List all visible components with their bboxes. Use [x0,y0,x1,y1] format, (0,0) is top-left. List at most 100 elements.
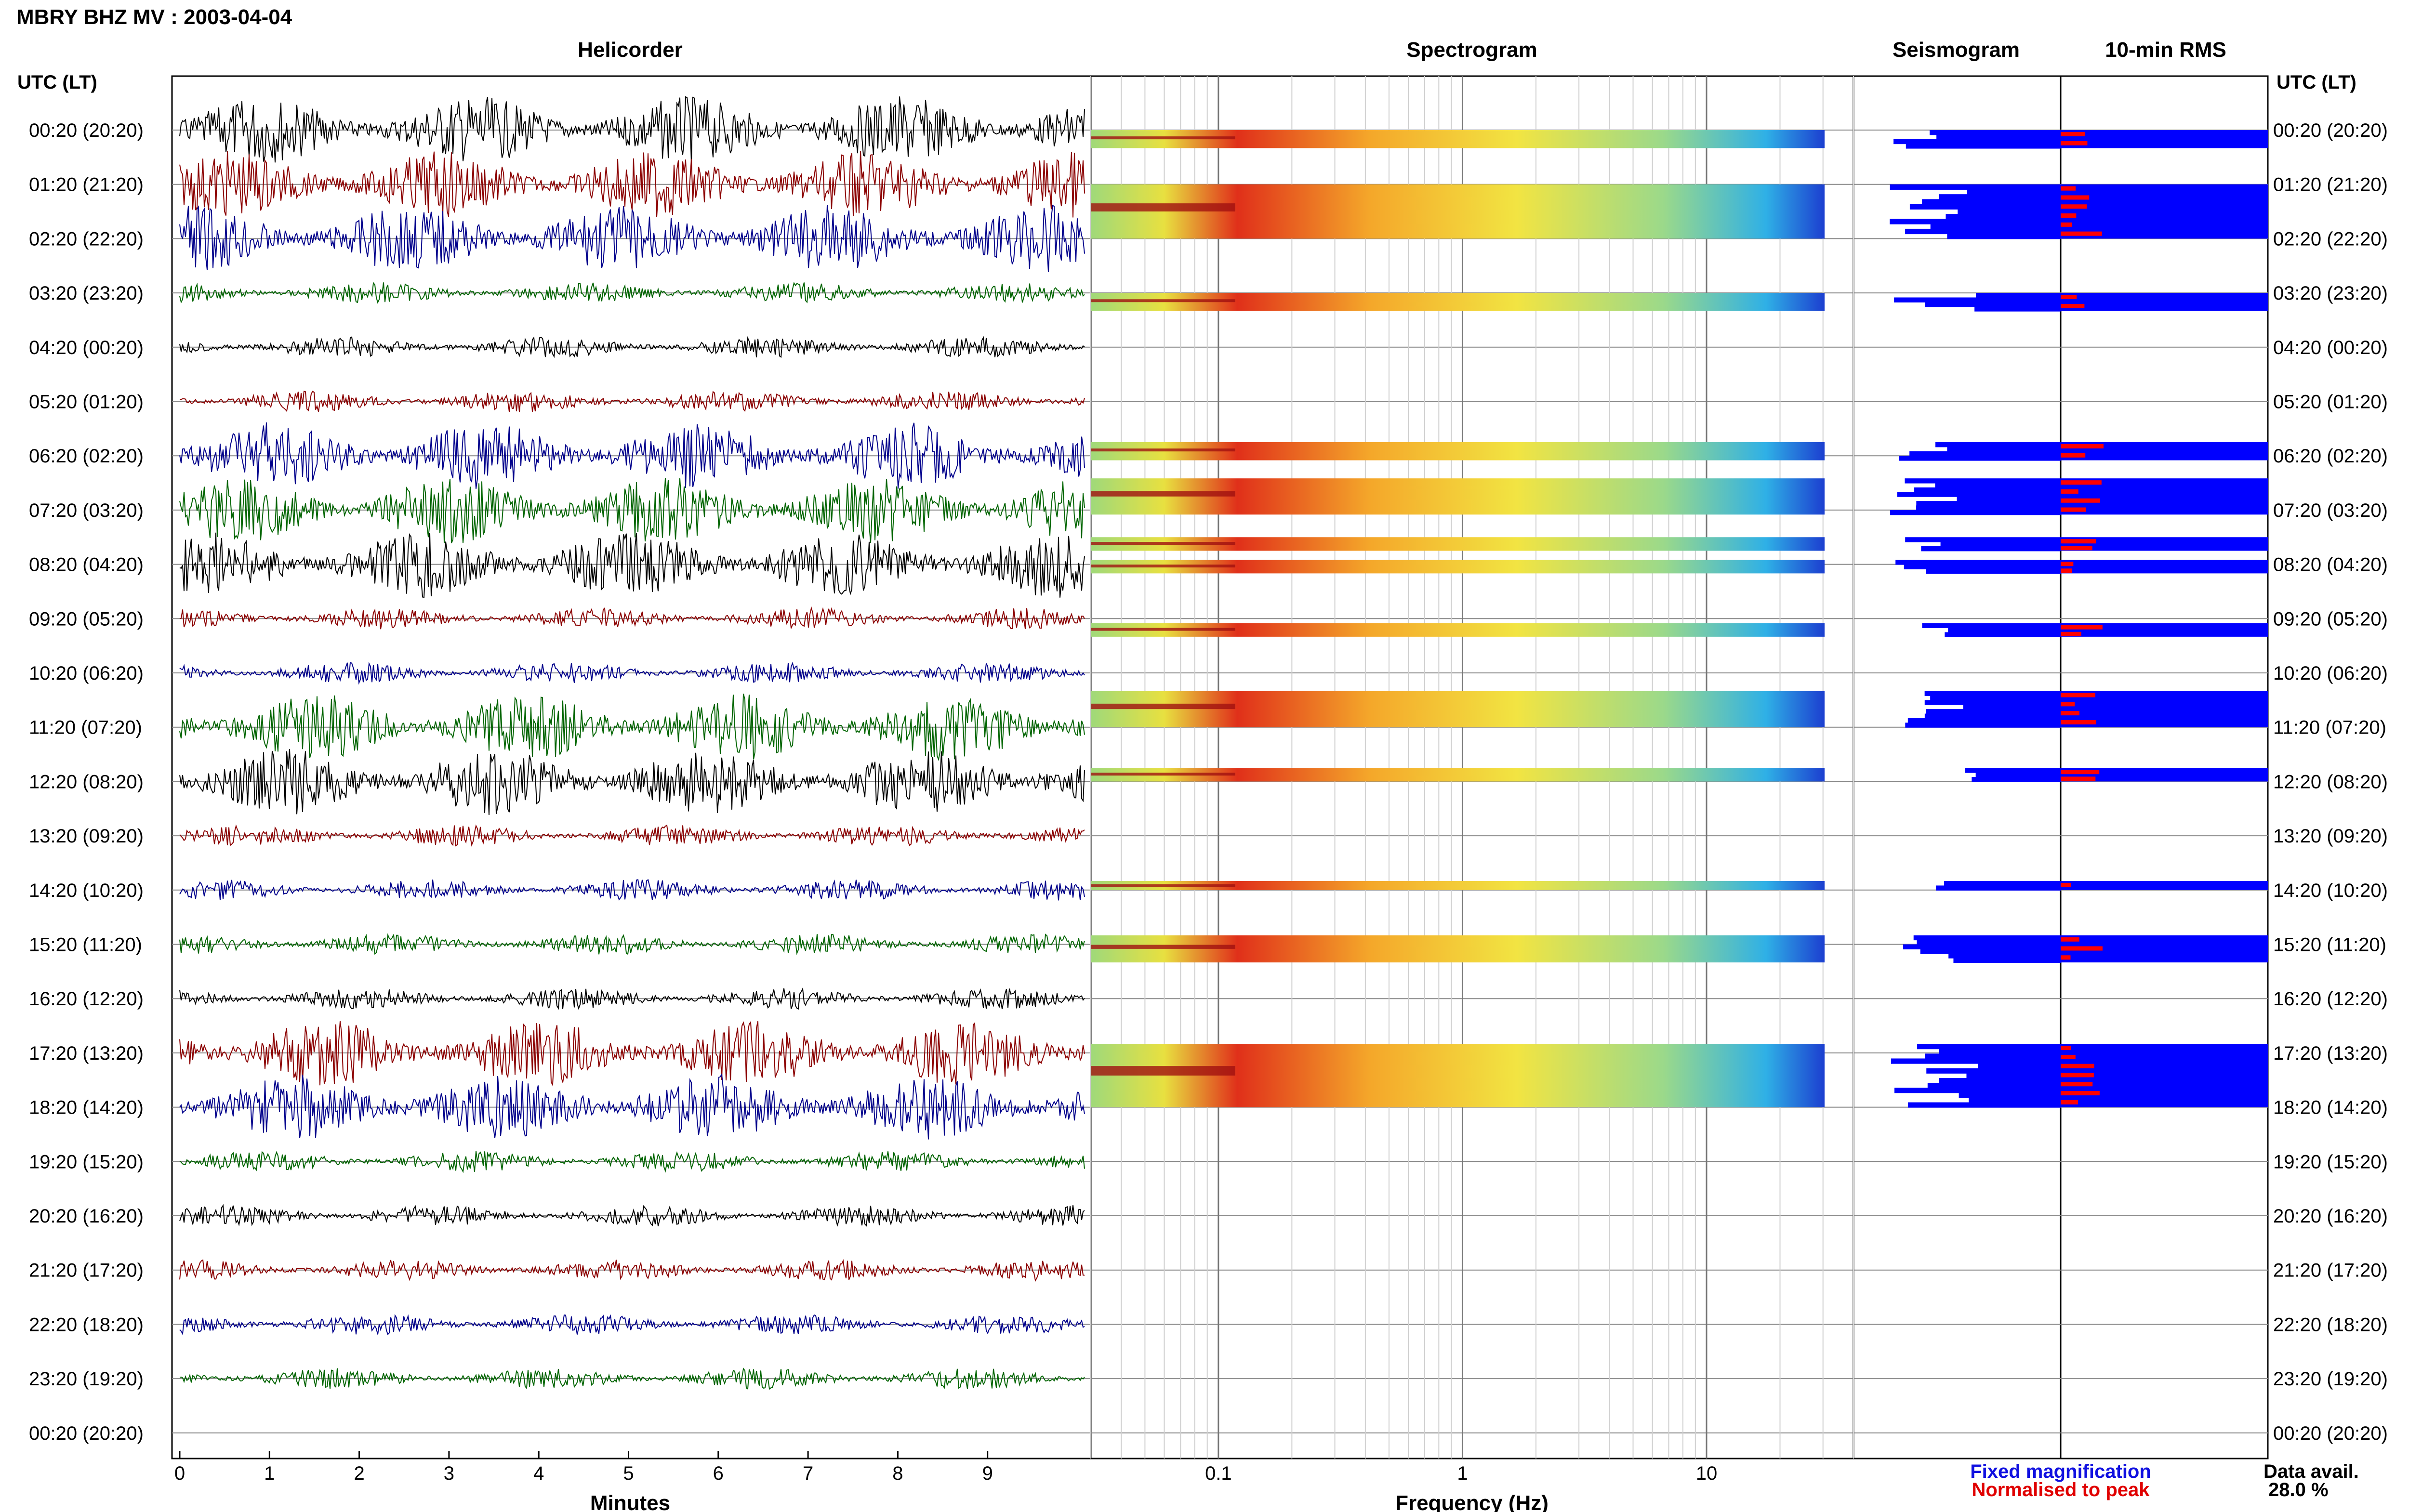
time-label-right: 11:20 (07:20) [2273,717,2386,738]
time-label-left: 19:20 (15:20) [29,1151,144,1172]
helicorder-trace [179,390,1085,412]
helicorder-trace [179,1151,1085,1173]
time-label-right: 05:20 (01:20) [2273,392,2388,413]
time-label-left: 18:20 (14:20) [29,1097,144,1118]
spectrogram-lowfreq-stripe [1091,1066,1235,1076]
helicorder-trace [179,422,1085,489]
time-label-left: 02:20 (22:20) [29,228,144,250]
frequency-tick-label: 10 [1696,1463,1718,1484]
seismogram-fill [1947,447,2061,452]
seismogram-fill [1930,695,2061,701]
seismogram-fill [1936,134,2061,140]
legend-fixed-magnification: Fixed magnification [1970,1461,2151,1482]
rms-peak-bar [2061,498,2100,503]
rms-peak-bar [2061,693,2096,697]
time-label-left: 05:20 (01:20) [29,392,144,413]
legend-normalised-to-peak: Normalised to peak [1972,1479,2150,1500]
time-label-right: 08:20 (04:20) [2273,554,2388,576]
time-label-right: 23:20 (19:20) [2273,1368,2388,1390]
seismogram-fill [1907,718,2061,723]
spectrogram-lowfreq-stripe [1091,203,1235,212]
minute-tick-label: 7 [803,1463,813,1484]
minute-tick-label: 0 [174,1463,185,1484]
rms-peak-bar [2061,770,2100,775]
rms-peak-bar [2061,480,2102,485]
seismogram-fill [1966,1073,2061,1078]
helicorder-trace [179,336,1085,358]
time-label-right: 18:20 (14:20) [2273,1097,2388,1118]
seismogram-fill [1913,935,2061,941]
seismogram-fill [1926,568,2061,574]
seismogram-fill [1917,1044,2061,1050]
time-label-left: 22:20 (18:20) [29,1314,144,1335]
spectrogram-lowfreq-stripe [1091,628,1235,631]
spectrogram-lowfreq-stripe [1091,136,1235,140]
time-label-right: 09:20 (05:20) [2273,608,2388,630]
spectrogram-title: Spectrogram [1406,38,1537,62]
rms-peak-bar [2061,720,2096,724]
time-label-right: 06:20 (02:20) [2273,446,2388,467]
seismogram-fill [1926,709,2061,714]
seismogram-fill [1953,958,2061,963]
time-labels: 00:20 (20:20) 00:20 (20:20) 01:20 (21:20) 0… [29,120,2388,1444]
rms-peak-bar [2061,507,2086,512]
seismogram-fill [1909,451,2061,457]
rms-peak-bar [2061,946,2103,951]
rms-fill [2061,293,2268,311]
time-label-right: 17:20 (13:20) [2273,1043,2388,1064]
rms-peak-bar [2061,489,2078,494]
seismogram-fill [1957,496,2061,502]
seismogram-fill [1935,885,2061,891]
seismogram-fill [1924,691,2061,696]
rms-peak-bar [2061,231,2102,236]
seismogram-fill [1894,297,2061,302]
time-label-left: 17:20 (13:20) [29,1043,144,1064]
time-label-left: 12:20 (08:20) [29,771,144,792]
page-title: MBRY BHZ MV : 2003-04-04 [16,5,292,29]
time-label-left: 00:20 (20:20) [29,120,144,141]
rms-peak-bar [2061,1054,2076,1059]
seismogram-fill [1946,214,2061,220]
rms-peak-bar [2061,1082,2093,1087]
seismogram-fill [1940,541,2061,547]
minute-tick-label: 6 [713,1463,724,1484]
seismogram-fill [1965,768,2061,773]
helicorder-trace [179,749,1085,815]
time-label-right: 02:20 (22:20) [2273,228,2388,250]
spectrogram-lowfreq-stripe [1091,491,1235,497]
rms-peak-bar [2061,702,2075,707]
time-label-left: 14:20 (10:20) [29,880,144,901]
data-avail-label: Data avail. [2263,1461,2359,1482]
time-label-right: 03:20 (23:20) [2273,283,2388,304]
seismogram-fill [1890,510,2061,515]
helicorder-trace [179,1314,1085,1336]
time-label-right: 20:20 (16:20) [2273,1206,2388,1227]
seismogram-panel [1853,75,2062,1459]
minute-tick-label: 1 [264,1463,275,1484]
data-avail-value: 28.0 % [2268,1479,2329,1500]
seismogram-fill [1909,204,2061,210]
seismogram-title: Seismogram [1893,38,2020,62]
seismogram-fill [1899,456,2061,461]
spectrogram-panel [1090,75,1854,1459]
time-label-left: 09:20 (05:20) [29,608,144,630]
helicorder-trace [179,532,1085,598]
rms-peak-bar [2061,937,2079,942]
seismogram-fill [1947,234,2061,239]
seismogram-fill [1930,130,2061,135]
seismogram-fill [1969,1097,2061,1103]
helicorder-trace [179,824,1085,847]
rms-peak-bar [2061,303,2085,308]
time-label-right: 16:20 (12:20) [2273,988,2388,1010]
frequency-tick-label: 0.1 [1205,1463,1232,1484]
time-label-right: 21:20 (17:20) [2273,1260,2388,1281]
minute-tick-label: 3 [444,1463,454,1484]
time-label-left: 20:20 (16:20) [29,1206,144,1227]
helicorder-traces [179,96,1085,1390]
seismogram-fill [1945,632,2061,637]
seismogram-bands [1890,130,2061,1108]
seismogram-fill [1922,623,2061,629]
helicorder-trace [179,478,1085,543]
seismogram-fill [1920,948,2061,954]
seismogram-fill [1925,302,2061,307]
